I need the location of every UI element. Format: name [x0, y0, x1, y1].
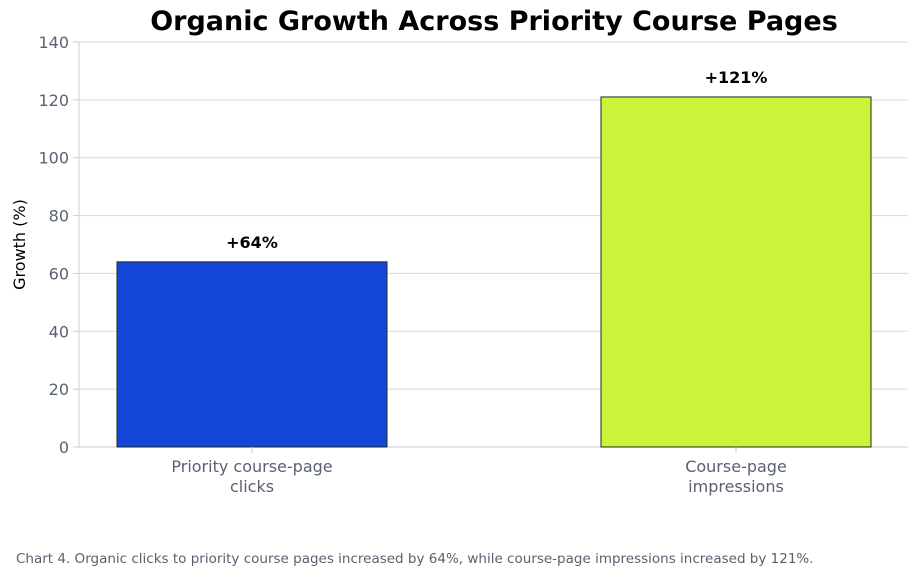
y-tick-label: 60 [49, 264, 69, 283]
y-tick-label: 80 [49, 207, 69, 226]
x-tick-label: Priority course-page clicks [171, 457, 332, 496]
data-label: +64% [226, 233, 278, 252]
x-tick-label: Course-page impressions [685, 457, 787, 496]
y-tick-label: 100 [38, 149, 69, 168]
bar-chart: 0 20 40 60 80 100 120 140 Growth (%) +64% Priority… [10, 33, 908, 496]
y-axis-label: Growth (%) [10, 199, 29, 290]
bar-1 [116, 261, 388, 448]
y-tick-label: 140 [38, 33, 69, 52]
data-label: +121% [705, 68, 768, 87]
y-tick-label: 120 [38, 91, 69, 110]
chart-title: Organic Growth Across Priority Course Pa… [150, 6, 838, 37]
y-tick-label: 20 [49, 380, 69, 399]
y-tick-label: 40 [49, 322, 69, 341]
bar-2 [600, 96, 872, 448]
chart-caption: Chart 4. Organic clicks to priority cour… [16, 551, 814, 567]
y-tick-label: 0 [59, 438, 69, 457]
